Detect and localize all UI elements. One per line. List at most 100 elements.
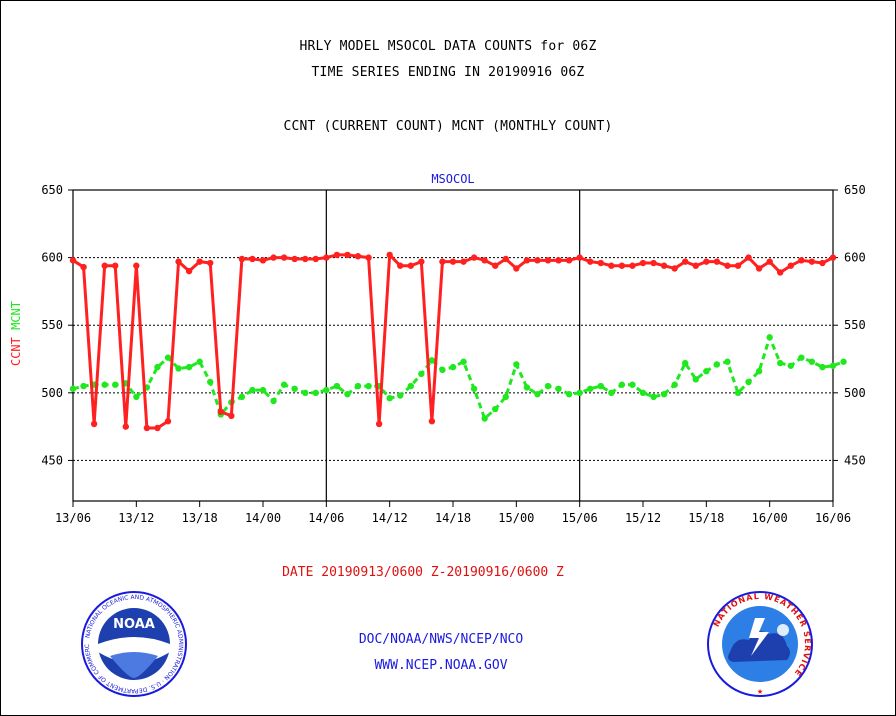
noaa-logo: NOAA NATIONAL OCEANIC AND ATMOSPHERIC AD…	[80, 590, 187, 697]
data-point-ccnt	[407, 262, 414, 269]
chart-header-line-2: TIME SERIES ENDING IN 20190916 06Z	[311, 65, 585, 80]
date-range-label: DATE 20190913/0600 Z-20190916/0600 Z	[282, 565, 564, 580]
data-point-ccnt	[470, 254, 478, 261]
data-point-mcnt	[101, 381, 108, 388]
x-tick-label: 15/06	[562, 511, 598, 525]
data-point-mcnt	[544, 382, 552, 390]
data-point-ccnt	[185, 267, 193, 275]
data-point-mcnt	[69, 385, 77, 392]
data-point-ccnt	[597, 259, 604, 267]
data-point-ccnt	[80, 263, 87, 271]
data-point-ccnt	[513, 265, 520, 272]
data-point-ccnt	[375, 420, 383, 428]
chart-title: MSOCOL	[431, 172, 474, 186]
data-point-ccnt	[492, 262, 499, 269]
data-point-mcnt	[386, 395, 393, 402]
data-point-ccnt	[449, 258, 457, 265]
data-point-ccnt	[175, 258, 182, 265]
data-point-ccnt	[734, 262, 742, 269]
data-point-mcnt	[534, 390, 541, 398]
data-point-mcnt	[280, 381, 288, 388]
data-point-ccnt	[344, 251, 351, 259]
data-point-ccnt	[101, 262, 108, 269]
data-point-ccnt	[639, 259, 647, 267]
y-tick-label-left: 450	[41, 453, 63, 467]
data-point-mcnt	[323, 386, 330, 394]
data-point-mcnt	[196, 358, 203, 365]
data-point-ccnt	[397, 262, 404, 269]
x-tick-label: 13/06	[55, 511, 91, 525]
data-point-mcnt	[840, 358, 847, 365]
y-tick-label-left: 650	[41, 183, 63, 197]
data-point-ccnt	[259, 257, 267, 264]
data-point-mcnt	[745, 378, 752, 386]
data-point-mcnt	[587, 385, 594, 392]
data-point-ccnt	[439, 258, 446, 265]
data-point-ccnt	[608, 262, 615, 269]
data-point-mcnt	[470, 385, 478, 392]
data-point-ccnt	[333, 251, 341, 259]
data-point-mcnt	[629, 381, 636, 388]
x-tick-label: 13/18	[182, 511, 218, 525]
data-point-mcnt	[270, 397, 277, 405]
data-point-mcnt	[354, 382, 362, 390]
data-point-mcnt	[734, 389, 742, 397]
data-point-ccnt	[692, 262, 699, 269]
data-point-ccnt	[291, 255, 298, 263]
data-point-mcnt	[755, 367, 763, 375]
data-point-mcnt	[523, 384, 531, 391]
data-point-mcnt	[407, 382, 414, 390]
data-point-mcnt	[428, 357, 436, 364]
data-point-mcnt	[164, 354, 172, 361]
data-point-ccnt	[682, 258, 689, 265]
data-point-mcnt	[777, 359, 784, 367]
nws-logo: NATIONAL WEATHER SERVICE ★	[707, 591, 813, 697]
data-point-ccnt	[587, 258, 594, 265]
data-point-ccnt	[122, 423, 129, 430]
data-point-mcnt	[397, 392, 404, 399]
data-point-mcnt	[829, 362, 837, 369]
data-point-ccnt	[133, 262, 140, 269]
data-point-mcnt	[312, 389, 319, 397]
data-point-ccnt	[618, 262, 626, 269]
data-point-mcnt	[798, 354, 805, 361]
data-point-mcnt	[481, 415, 488, 422]
data-point-mcnt	[333, 382, 341, 390]
data-point-mcnt	[418, 370, 425, 378]
website-link[interactable]: WWW.NCEP.NOAA.GOV	[374, 658, 508, 673]
data-point-ccnt	[354, 253, 362, 260]
data-point-ccnt	[270, 254, 277, 261]
data-point-ccnt	[217, 408, 224, 415]
data-point-mcnt	[502, 393, 509, 401]
chart-header-line-3: CCNT (CURRENT COUNT) MCNT (MONTHLY COUNT…	[283, 119, 613, 134]
data-point-ccnt	[154, 424, 161, 432]
y-axis-label-ccnt: CCNT	[9, 330, 23, 366]
data-point-ccnt	[69, 257, 77, 264]
data-point-ccnt	[629, 262, 636, 269]
y-tick-label-left: 600	[41, 251, 63, 265]
data-point-mcnt	[133, 393, 140, 401]
data-point-ccnt	[302, 255, 309, 263]
data-point-mcnt	[597, 382, 604, 390]
x-tick-label: 16/00	[752, 511, 788, 525]
chart-header-line-1: HRLY MODEL MSOCOL DATA COUNTS for 06Z	[299, 39, 597, 54]
x-tick-label: 14/18	[435, 511, 471, 525]
data-point-ccnt	[650, 259, 657, 267]
data-point-ccnt	[143, 424, 151, 432]
data-point-ccnt	[703, 258, 710, 265]
x-tick-label: 13/12	[118, 511, 154, 525]
x-tick-label: 15/12	[625, 511, 661, 525]
data-point-mcnt	[175, 365, 182, 372]
data-point-ccnt	[323, 254, 330, 261]
data-point-ccnt	[565, 257, 573, 264]
data-point-ccnt	[228, 412, 235, 420]
data-point-mcnt	[787, 362, 794, 369]
data-point-mcnt	[302, 389, 309, 397]
plot-area-border	[72, 189, 834, 502]
data-point-ccnt	[460, 258, 467, 265]
x-tick-label: 15/18	[688, 511, 724, 525]
data-point-mcnt	[576, 389, 583, 397]
data-point-mcnt	[713, 361, 721, 368]
data-point-mcnt	[618, 381, 626, 388]
